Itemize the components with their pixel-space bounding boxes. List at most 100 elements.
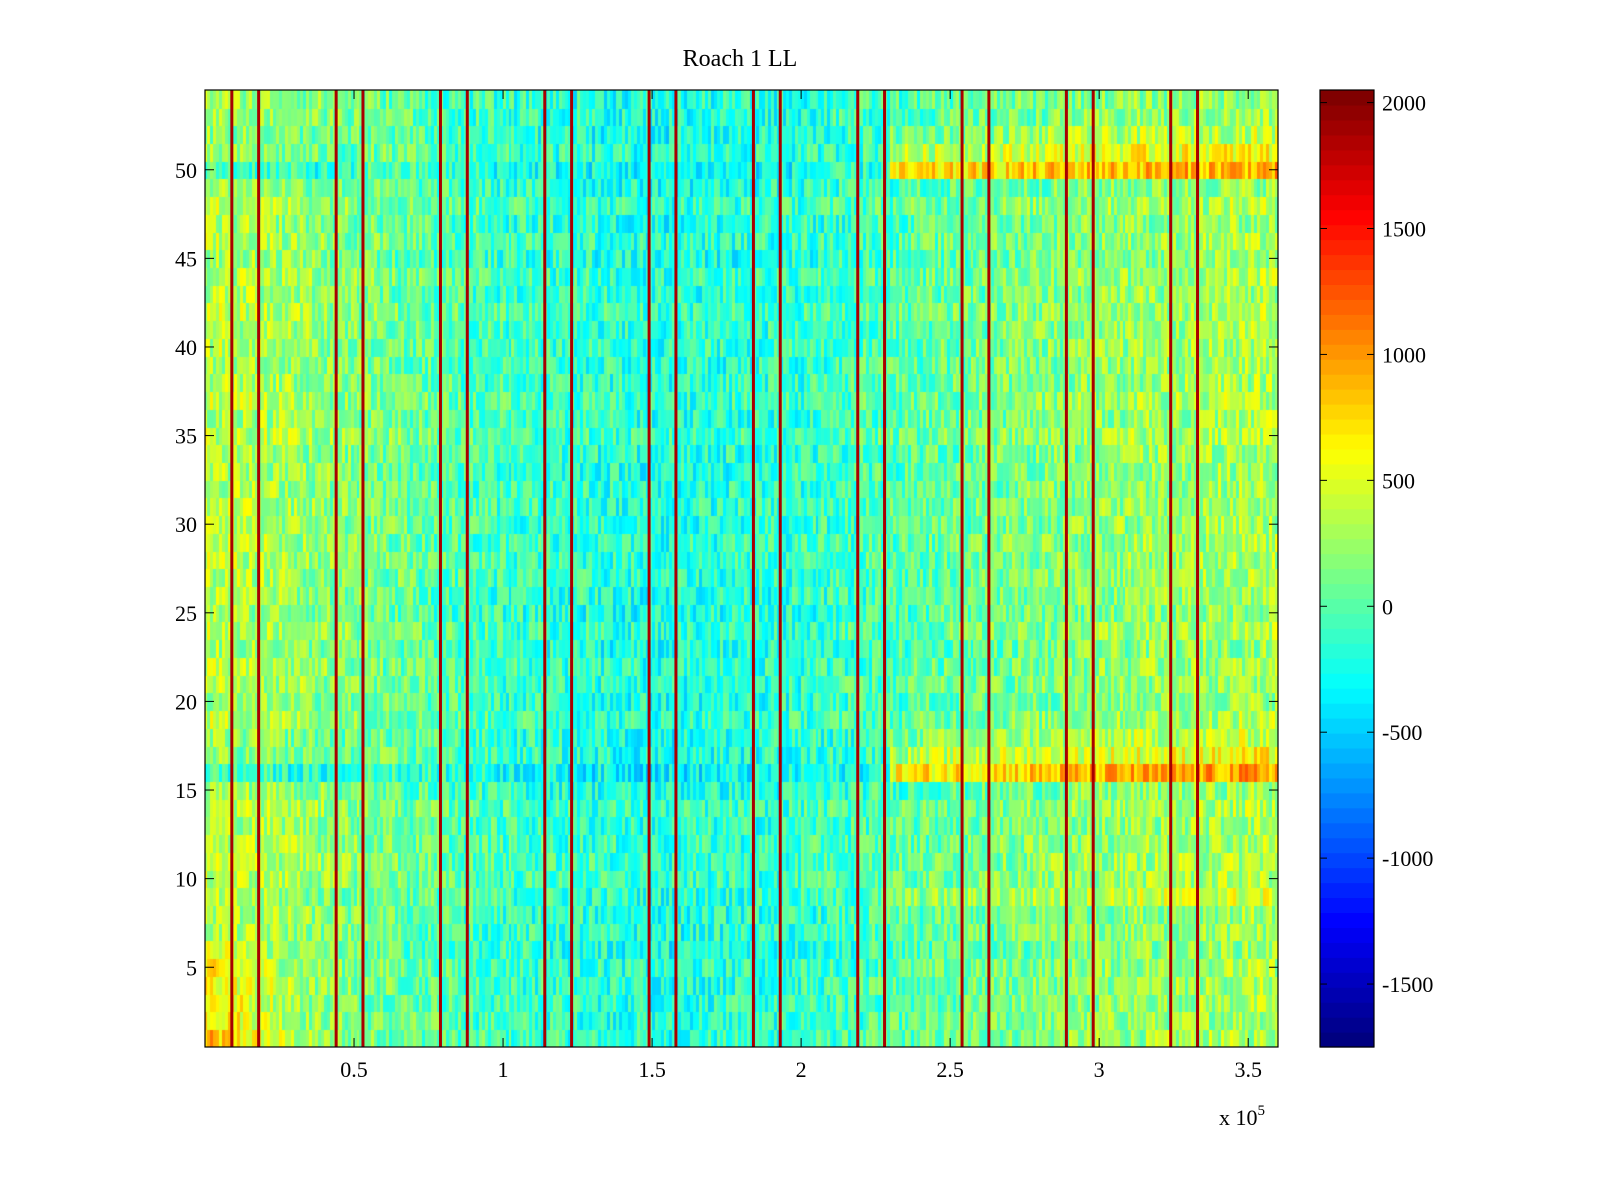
x-tick-label: 2.5 xyxy=(936,1057,964,1082)
heatmap-stripe xyxy=(856,90,860,1047)
colorbar-swatch xyxy=(1320,867,1374,884)
colorbar-swatch xyxy=(1320,628,1374,644)
y-tick-label: 50 xyxy=(175,158,197,183)
colorbar-swatch xyxy=(1320,972,1374,988)
colorbar-tick-label: -1000 xyxy=(1382,846,1433,871)
colorbar-swatch xyxy=(1320,433,1374,450)
colorbar-swatch xyxy=(1320,254,1374,271)
heatmap-stripe xyxy=(230,90,234,1047)
colorbar-swatch xyxy=(1320,493,1374,510)
colorbar-swatch xyxy=(1320,598,1374,614)
plot-frame xyxy=(204,89,1279,1048)
heatmap-stripe xyxy=(778,90,782,1047)
colorbar-axis: 2000 1500 1000 500 0 -500 -1000 -1500 xyxy=(1320,91,1433,997)
y-tick-label: 35 xyxy=(175,424,197,449)
heatmap-stripe xyxy=(543,90,547,1047)
colorbar-swatch xyxy=(1320,1032,1374,1048)
x-tick-label: 3 xyxy=(1094,1057,1105,1082)
colorbar-swatch xyxy=(1320,478,1374,495)
colorbar-swatch xyxy=(1320,149,1374,166)
colorbar-swatch xyxy=(1320,688,1374,704)
colorbar-swatch xyxy=(1320,553,1374,570)
y-tick-label: 25 xyxy=(175,601,197,626)
heatmap-stripe xyxy=(883,90,887,1047)
heatmap-stripe xyxy=(334,90,338,1047)
colorbar-frame xyxy=(1319,89,1375,1048)
colorbar-swatch xyxy=(1320,1002,1374,1018)
colorbar-swatch xyxy=(1320,912,1374,928)
y-tick-label: 15 xyxy=(175,778,197,803)
colorbar-swatch xyxy=(1320,134,1374,151)
colorbar-swatch xyxy=(1320,523,1374,540)
colorbar-swatch xyxy=(1320,718,1374,734)
y-tick-label: 30 xyxy=(175,512,197,537)
colorbar-swatch xyxy=(1320,344,1374,360)
colorbar-tick-label: 500 xyxy=(1382,468,1415,493)
colorbar-swatch xyxy=(1320,822,1374,839)
x-multiplier-base: x 10 xyxy=(1219,1105,1258,1130)
colorbar-swatch xyxy=(1320,90,1374,106)
colorbar-swatch xyxy=(1320,568,1374,585)
colorbar-swatch xyxy=(1320,404,1374,420)
colorbar-swatch xyxy=(1320,374,1374,390)
colorbar-swatch xyxy=(1320,418,1374,435)
colorbar-swatch xyxy=(1320,613,1374,629)
colorbar-swatch xyxy=(1320,942,1374,958)
heatmap-stripe xyxy=(1064,90,1068,1047)
heatmap-area xyxy=(205,90,1278,1047)
heatmap-stripe xyxy=(257,90,261,1047)
heatmap-stripe xyxy=(1091,90,1095,1047)
chart-title: Roach 1 LL xyxy=(683,46,798,72)
colorbar-swatch xyxy=(1320,987,1374,1003)
colorbar-swatch xyxy=(1320,673,1374,689)
colorbar-swatch xyxy=(1320,508,1374,525)
colorbar-swatch xyxy=(1320,179,1374,196)
colorbar-swatch xyxy=(1320,104,1374,121)
colorbar-swatch xyxy=(1320,448,1374,465)
y-tick-label: 40 xyxy=(175,335,197,360)
x-multiplier: x 105 xyxy=(1219,1103,1265,1130)
heatmap-stripe xyxy=(674,90,678,1047)
y-tick-label: 10 xyxy=(175,867,197,892)
colorbar-swatch xyxy=(1320,837,1374,854)
colorbar-swatch xyxy=(1320,732,1374,749)
heatmap-stripe xyxy=(570,90,574,1047)
colorbar-swatch xyxy=(1320,269,1374,285)
colorbar-swatch xyxy=(1320,239,1374,256)
colorbar-swatch xyxy=(1320,643,1374,659)
heatmap-stripe xyxy=(751,90,755,1047)
colorbar-swatch xyxy=(1320,284,1374,300)
colorbar-swatch xyxy=(1320,463,1374,480)
colorbar-tick-label: -500 xyxy=(1382,720,1422,745)
heatmap-cells xyxy=(205,90,1278,1047)
colorbar-swatch xyxy=(1320,957,1374,973)
heatmap-stripe xyxy=(647,90,651,1047)
colorbar-swatch xyxy=(1320,359,1374,375)
heatmap-stripe xyxy=(361,90,365,1047)
colorbar-swatch xyxy=(1320,164,1374,181)
colorbar-swatch xyxy=(1320,852,1374,869)
heatmap-stripe xyxy=(1169,90,1173,1047)
x-tick-label: 1.5 xyxy=(638,1057,666,1082)
colorbar-swatch xyxy=(1320,792,1374,809)
colorbar-swatch xyxy=(1320,747,1374,764)
colorbar-swatch xyxy=(1320,703,1374,719)
y-tick-label: 45 xyxy=(175,246,197,271)
colorbar-tick-label: 0 xyxy=(1382,594,1393,619)
x-tick-label: 1 xyxy=(498,1057,509,1082)
colorbar-swatch xyxy=(1320,224,1374,241)
x-tick-label: 2 xyxy=(796,1057,807,1082)
heatmap-stripe xyxy=(465,90,469,1047)
colorbar-swatch xyxy=(1320,299,1374,315)
heatmap-stripe xyxy=(1196,90,1200,1047)
colorbar-swatch xyxy=(1320,538,1374,555)
colorbar-swatch xyxy=(1320,762,1374,779)
colorbar-swatch xyxy=(1320,882,1374,899)
colorbar-swatch xyxy=(1320,583,1374,600)
heatmap-stripe xyxy=(960,90,964,1047)
colorbar-tick-label: -1500 xyxy=(1382,972,1433,997)
y-axis: 5 10 15 20 25 30 35 40 45 50 xyxy=(175,158,1278,980)
colorbar-tick-label: 1000 xyxy=(1382,342,1426,367)
colorbar-tick-label: 2000 xyxy=(1382,91,1426,116)
